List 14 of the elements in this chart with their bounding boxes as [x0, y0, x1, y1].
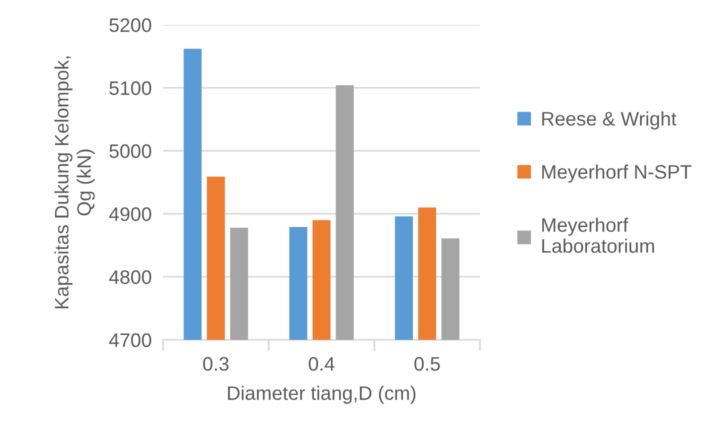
legend-label: Meyerhorf Laboratorium	[542, 218, 654, 253]
x-axis-title: Diameter tiang,D (cm)	[228, 386, 416, 404]
y-tick-label: 5000	[109, 144, 152, 158]
x-tick-label: 0.5	[414, 357, 440, 371]
legend-label: Reese & Wright	[542, 111, 676, 130]
y-tick-label: 5100	[109, 81, 152, 96]
y-tick-label: 4900	[109, 207, 152, 222]
y-tick-label: 4800	[109, 270, 152, 284]
x-tick-label: 0.3	[203, 357, 229, 371]
x-tick-label: 0.4	[308, 357, 334, 371]
legend-label: Meyerhorf N-SPT	[542, 164, 692, 183]
y-tick-label: 5200	[109, 18, 152, 32]
y-tick-label: 4700	[109, 333, 152, 348]
y-axis-title: Kapasitas Dukung Kelompok, Qg (kN)	[54, 56, 95, 308]
